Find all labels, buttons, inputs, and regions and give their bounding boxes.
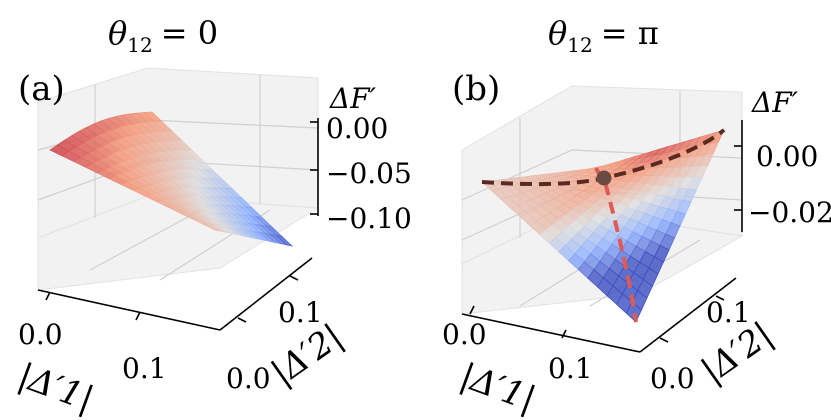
panel-a-ytick-1: 0.1 — [278, 296, 323, 329]
tick-mark — [715, 295, 725, 301]
surface-patch — [275, 234, 294, 247]
panel-a-ytick-0: 0.0 — [226, 362, 271, 395]
axis-line — [461, 313, 641, 353]
panel-a-ztick-2: −0.10 — [326, 202, 412, 235]
panel-b-ztick-1: −0.02 — [748, 196, 831, 229]
panel-a-ztick-0: 0.00 — [326, 112, 388, 145]
tick-mark — [135, 311, 141, 321]
panel-b-axes — [461, 120, 743, 353]
tick-mark — [659, 337, 669, 343]
panel-b-xlabel: |Δ′1| — [455, 356, 541, 420]
panel-a-chart: θ12 = 0 (a) ΔF′ 0.00 −0.05 −0.10 0.0 0.1 … — [13, 14, 412, 420]
panel-a-xtick-1: 0.1 — [122, 352, 167, 385]
tick-mark — [561, 329, 567, 339]
panel-b-surface — [481, 129, 725, 323]
axis-line — [219, 257, 313, 331]
panel-b-label: (b) — [452, 69, 500, 109]
tick-mark — [469, 305, 475, 315]
panel-a-axes — [37, 118, 319, 331]
axis-line — [37, 289, 221, 331]
panel-a-ztick-1: −0.05 — [326, 157, 412, 190]
tick-mark — [237, 317, 247, 323]
panel-b-title: θ12 = π — [548, 14, 659, 57]
panel-b-ytick-0: 0.0 — [650, 362, 695, 395]
tick-mark — [289, 275, 299, 281]
panel-b-xtick-1: 0.1 — [548, 352, 593, 385]
panel-b-zlabel: ΔF′ — [751, 86, 799, 119]
panel-a-xlabel: |Δ′1| — [13, 356, 99, 420]
panel-a-xtick-0: 0.0 — [18, 318, 63, 351]
panel-b-xtick-0: 0.0 — [442, 318, 487, 351]
panel-b-ztick-0: 0.00 — [756, 140, 818, 173]
panel-a-label: (a) — [18, 69, 65, 109]
panel-a-zlabel: ΔF′ — [329, 82, 377, 115]
surface-patch — [625, 301, 642, 323]
panel-a-title: θ12 = 0 — [108, 14, 218, 57]
axis-line — [639, 277, 737, 353]
saddle-point — [596, 170, 612, 186]
tick-mark — [45, 291, 51, 301]
panel-b-paths — [481, 128, 726, 323]
panel-a-surface — [49, 111, 294, 247]
panel-b-ytick-1: 0.1 — [706, 296, 751, 329]
panel-b-chart: θ12 = π (b) ΔF′ 0.00 −0.02 0.0 0.1 |Δ′1| … — [442, 14, 831, 420]
